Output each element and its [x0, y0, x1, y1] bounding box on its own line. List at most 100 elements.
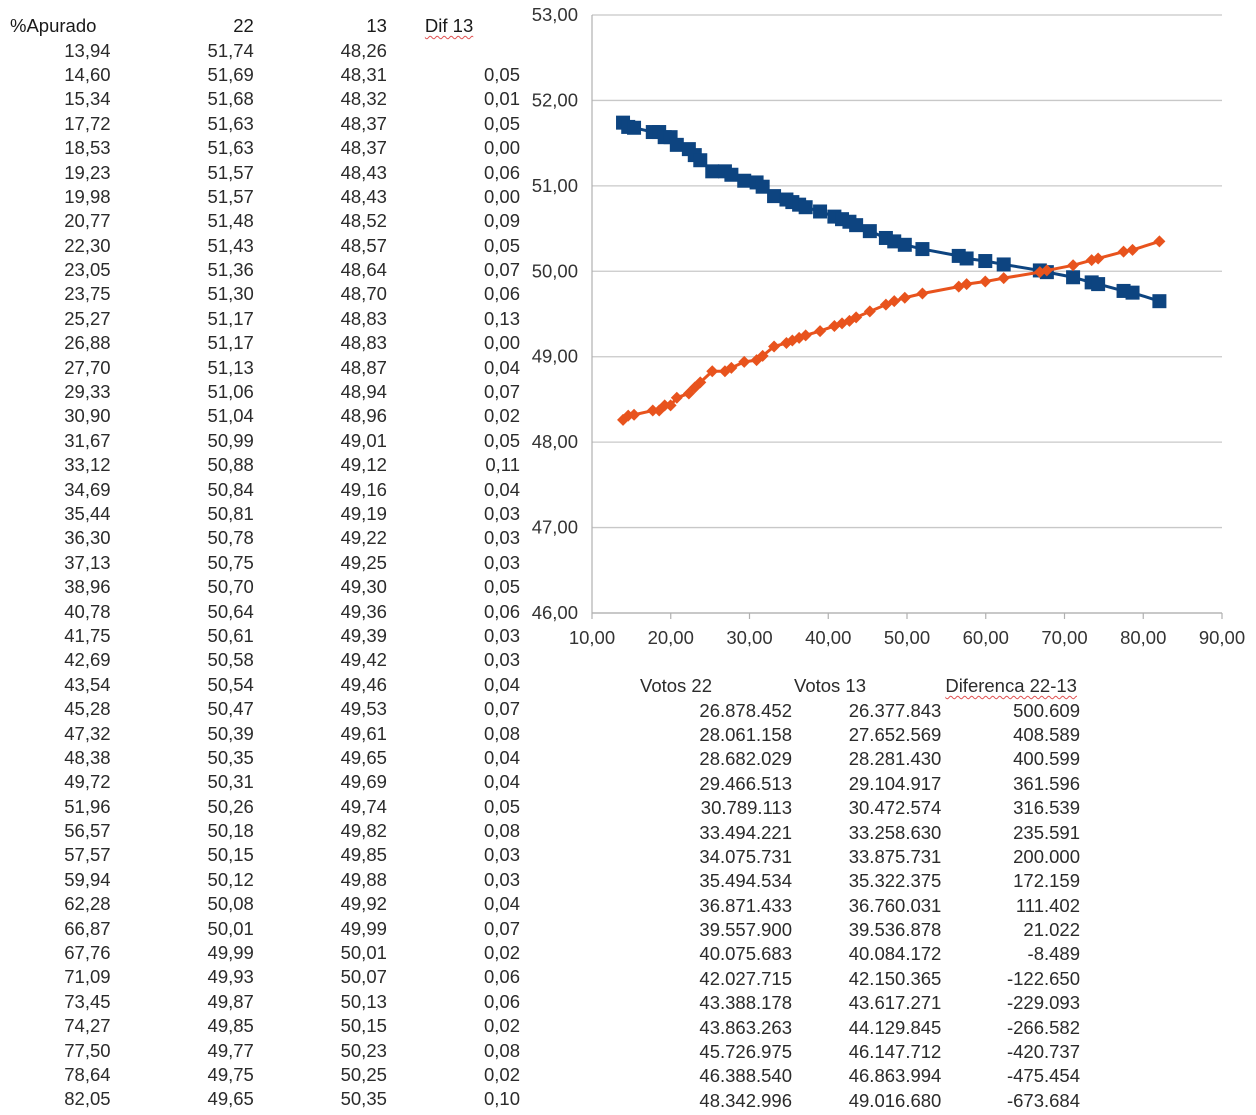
x-axis-tick-labels: 10,00 20,00 30,00 40,00 50,00 60,00 70,00 80,00… [569, 627, 1245, 648]
cell-diferenca: 111.402 [1015, 894, 1080, 916]
cell-22: 50,31 [207, 771, 254, 793]
table-row: 67,76 49,99 50,01 0,02 [0, 941, 520, 965]
data-point-square [915, 242, 930, 257]
data-point-square [862, 224, 877, 239]
data-point-diamond [1092, 252, 1105, 265]
cell-dif-13: 0,02 [483, 1063, 520, 1085]
cell-apurado: 82,05 [64, 1088, 111, 1110]
cell-dif-13: 0,10 [483, 1088, 520, 1110]
cell-votos-13: 27.652.569 [848, 723, 942, 745]
cell-dif-13: 0,03 [483, 649, 520, 671]
cell-apurado: 77,50 [64, 1039, 111, 1061]
data-point-square [669, 137, 684, 152]
cell-22: 50,58 [207, 649, 254, 671]
cell-votos-13: 35.322.375 [848, 870, 942, 892]
cell-13: 48,83 [340, 332, 387, 354]
cell-apurado: 22,30 [64, 234, 111, 256]
data-point-square [959, 251, 974, 266]
data-point-square [737, 173, 752, 188]
table-row: 37,13 50,75 49,25 0,03 [0, 551, 520, 575]
cell-13: 48,83 [340, 307, 387, 329]
cell-22: 51,74 [207, 39, 254, 61]
cell-dif-13: 0,05 [483, 63, 520, 85]
cell-22: 49,85 [207, 1015, 254, 1037]
cell-22: 50,78 [207, 527, 254, 549]
y-tick-label: 53,00 [532, 4, 578, 25]
cell-13: 50,25 [340, 1063, 387, 1085]
cell-apurado: 78,64 [64, 1063, 111, 1085]
cell-22: 50,39 [207, 722, 254, 744]
cell-13: 49,16 [340, 478, 387, 500]
cell-22: 51,06 [207, 381, 254, 403]
data-point-diamond [768, 340, 781, 353]
cell-votos-22: 39.557.900 [699, 919, 792, 941]
cell-votos-22: 43.863.263 [699, 1016, 792, 1038]
table-row: 22,30 51,43 48,57 0,05 [0, 234, 520, 258]
cell-dif-13: 0,06 [483, 600, 520, 622]
data-point-square [693, 153, 708, 168]
table-row: 14,60 51,69 48,31 0,05 [0, 63, 520, 87]
cell-22: 51,36 [207, 259, 254, 281]
y-tick-label: 46,00 [532, 602, 578, 623]
table-row: 31,67 50,99 49,01 0,05 [0, 429, 520, 453]
cell-votos-13: 43.617.271 [848, 992, 942, 1014]
cell-apurado: 29,33 [64, 381, 111, 403]
y-tick-label: 48,00 [532, 431, 578, 452]
data-point-diamond [979, 275, 992, 288]
data-point-diamond [1153, 235, 1166, 248]
results-body: 13,94 51,74 48,26 14,60 51,69 48,31 0,05 15,34 5… [0, 38, 520, 1111]
cell-13: 48,52 [340, 210, 387, 232]
cell-13: 49,92 [340, 893, 387, 915]
cell-22: 50,08 [207, 893, 254, 915]
cell-dif-13: 0,06 [483, 161, 520, 183]
cell-13: 49,65 [340, 746, 387, 768]
cell-dif-13: 0,11 [485, 454, 520, 476]
chart-series [616, 115, 1167, 426]
cell-dif-13: 0,01 [483, 88, 520, 110]
table-row: 18,53 51,63 48,37 0,00 [0, 136, 520, 160]
cell-diferenca: 500.609 [1013, 699, 1080, 721]
cell-dif-13: 0,04 [483, 771, 520, 793]
x-tick-label: 70,00 [1041, 627, 1087, 648]
cell-dif-13: 0,02 [483, 942, 520, 964]
cell-votos-22: 28.682.029 [699, 748, 792, 770]
cell-22: 49,93 [207, 966, 254, 988]
cell-13: 48,70 [340, 283, 387, 305]
data-point-diamond [738, 355, 751, 368]
cell-22: 51,63 [207, 137, 254, 159]
cell-apurado: 71,09 [64, 966, 111, 988]
table-row: 46.388.540 46.863.994 -475.454 [600, 1064, 1080, 1088]
cell-22: 50,01 [207, 917, 254, 939]
cell-dif-13: 0,13 [483, 307, 520, 329]
cell-dif-13: 0,03 [483, 624, 520, 646]
cell-dif-13: 0,03 [483, 527, 520, 549]
data-point-diamond [664, 399, 677, 412]
table-row: 20,77 51,48 48,52 0,09 [0, 209, 520, 233]
cell-13: 49,19 [340, 503, 387, 524]
cell-votos-22: 35.494.534 [699, 870, 792, 892]
cell-dif-13: 0,07 [483, 917, 520, 939]
cell-13: 49,22 [340, 527, 387, 549]
votes-table: Votos 22 Votos 13 Diferenca 22-13 26.878… [600, 674, 1080, 1113]
table-row: 28.682.029 28.281.430 400.599 [600, 747, 1080, 771]
data-point-diamond [863, 305, 876, 318]
cell-13: 50,15 [340, 1015, 387, 1037]
cell-apurado: 45,28 [64, 698, 111, 720]
header-dif-13: Dif 13 [387, 14, 520, 38]
cell-dif-13 [387, 38, 520, 62]
cell-dif-13: 0,03 [483, 551, 520, 573]
cell-22: 49,77 [207, 1039, 254, 1061]
cell-votos-22: 33.494.221 [699, 821, 792, 843]
cell-13: 49,46 [340, 673, 387, 695]
cell-22: 51,17 [207, 307, 254, 329]
table-row: 48,38 50,35 49,65 0,04 [0, 746, 520, 770]
cell-apurado: 43,54 [64, 673, 111, 695]
cell-22: 51,57 [207, 185, 254, 207]
table-row: 29.466.513 29.104.917 361.596 [600, 772, 1080, 796]
votes-header-row: Votos 22 Votos 13 Diferenca 22-13 [600, 674, 1080, 698]
cell-apurado: 47,32 [64, 722, 111, 744]
y-tick-label: 50,00 [532, 260, 578, 281]
cell-22: 50,64 [207, 600, 254, 622]
cell-22: 50,88 [207, 454, 254, 476]
cell-apurado: 74,27 [64, 1015, 111, 1037]
